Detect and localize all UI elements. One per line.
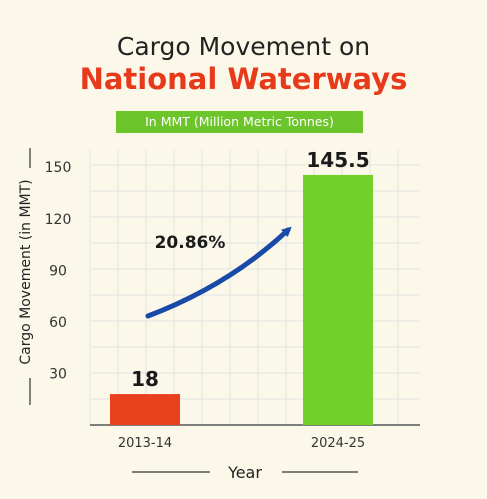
y-tick-label: 30 xyxy=(49,366,67,382)
x-tick-label: 2024-25 xyxy=(311,436,365,451)
y-tick-label: 120 xyxy=(45,212,72,228)
bar-2024-25 xyxy=(303,174,373,425)
chart-subtitle: In MMT (Million Metric Tonnes) xyxy=(116,111,363,133)
bar-2013-14 xyxy=(110,394,180,425)
chart-title: Cargo Movement on xyxy=(116,32,371,61)
x-axis-label: Year xyxy=(227,463,262,482)
y-axis-label: Cargo Movement (in MMT) xyxy=(18,179,34,364)
value-label: 18 xyxy=(131,367,159,391)
bars xyxy=(110,174,373,425)
labels: 30 60 90 120 150 18 2013-14 145.5 2024-25 20.86% Y… xyxy=(18,148,370,482)
y-tick-label: 150 xyxy=(45,160,72,176)
y-tick-label: 90 xyxy=(49,263,67,279)
growth-annotation: 20.86% xyxy=(155,233,226,253)
y-tick-label: 60 xyxy=(49,315,67,331)
value-label: 145.5 xyxy=(306,148,369,172)
x-tick-label: 2013-14 xyxy=(118,436,172,451)
growth-arrow xyxy=(145,226,292,319)
chart-title-highlight: National Waterways xyxy=(79,62,408,96)
